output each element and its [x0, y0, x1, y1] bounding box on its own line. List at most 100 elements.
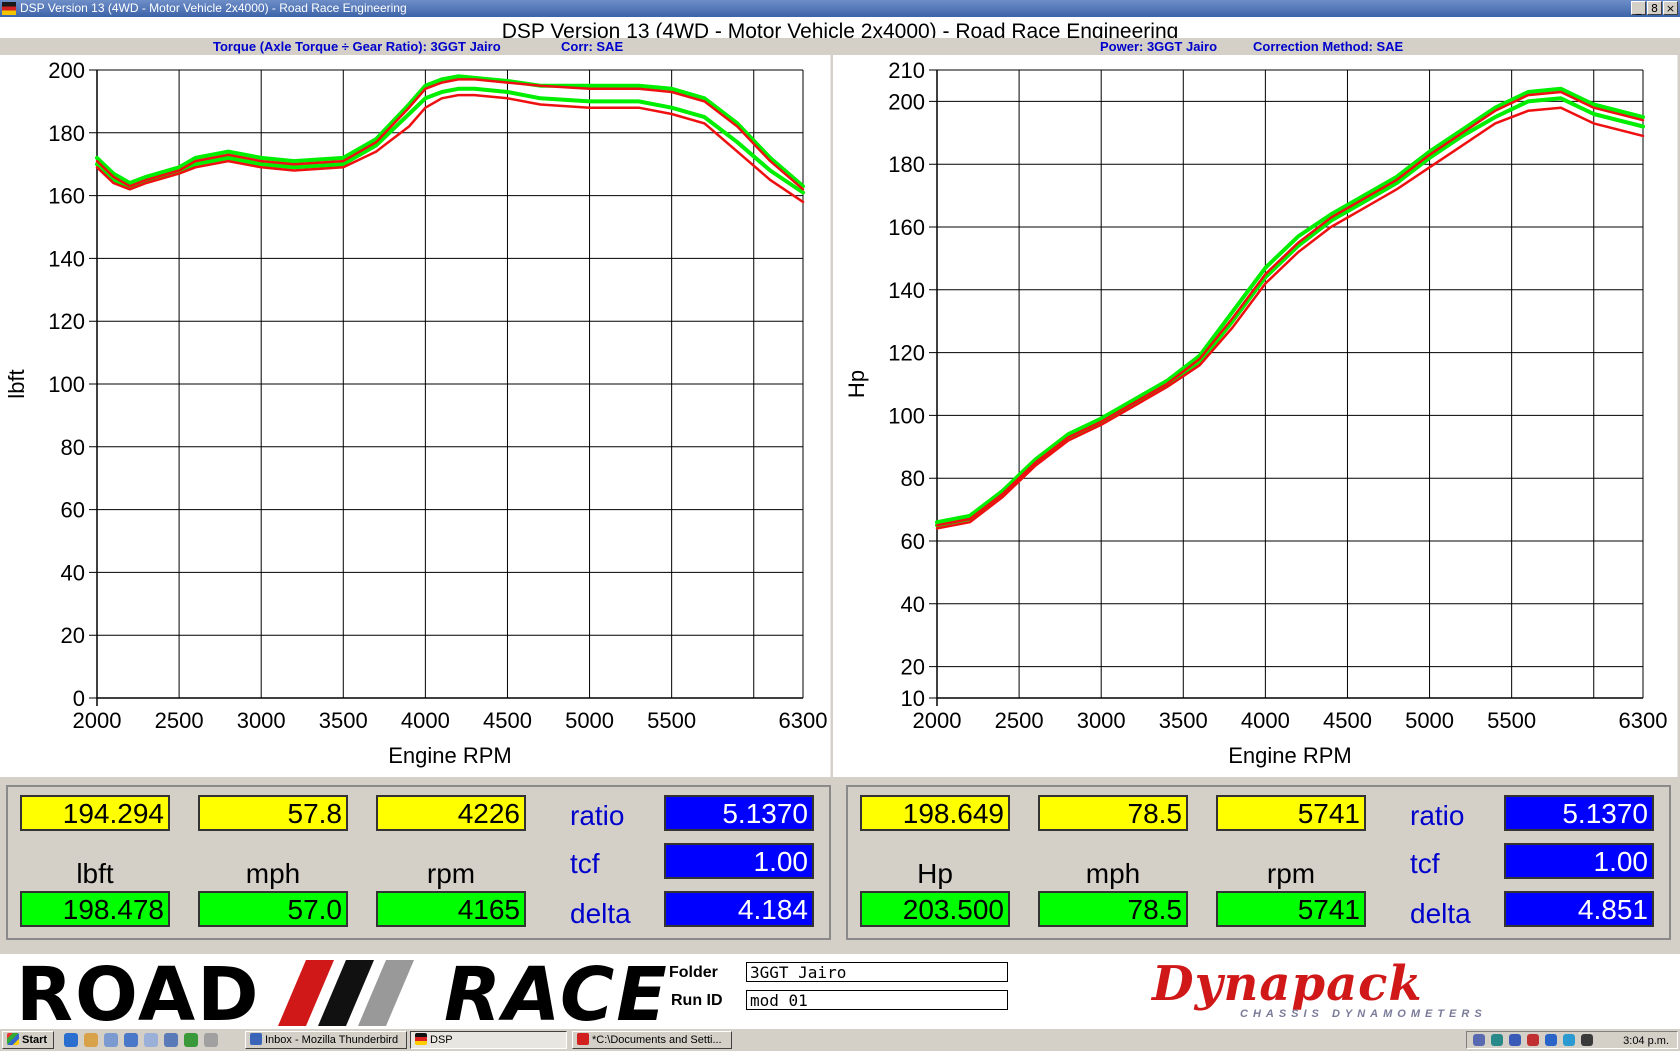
tcf-label: tcf — [570, 848, 600, 879]
delta-label: delta — [570, 898, 631, 929]
y-tick-label: 40 — [901, 592, 925, 617]
window-title-bar[interactable]: DSP Version 13 (4WD - Motor Vehicle 2x40… — [0, 0, 1680, 17]
yellow-value-2: 57.8 — [198, 795, 348, 831]
dynapack-logo: Dynapack — [1152, 956, 1423, 1012]
run-id-label: Run ID — [671, 992, 723, 1009]
y-tick-label: 10 — [901, 686, 925, 711]
y-tick-label: 40 — [61, 560, 85, 585]
y-tick-label: 200 — [48, 58, 85, 83]
run-id-field[interactable]: mod 01 — [746, 990, 1008, 1010]
series-line-red — [95, 78, 805, 191]
y-tick-label: 120 — [888, 341, 925, 366]
start-button[interactable]: Start — [2, 1031, 54, 1049]
y-tick-label: 200 — [888, 89, 925, 114]
ie-icon[interactable] — [64, 1033, 78, 1047]
taskbar-item-thunderbird[interactable]: Inbox - Mozilla Thunderbird — [245, 1031, 407, 1049]
window-title: DSP Version 13 (4WD - Motor Vehicle 2x40… — [20, 1, 407, 15]
x-tick-label: 2000 — [73, 708, 122, 733]
dynapack-subtitle: CHASSIS DYNAMOMETERS — [1240, 1008, 1487, 1020]
y-tick-label: 20 — [901, 655, 925, 680]
green-value-3: 4165 — [376, 891, 526, 927]
tray-icon[interactable] — [1509, 1034, 1521, 1046]
road-logo-text: ROAD — [16, 952, 261, 1038]
tcf-value: 1.00 — [664, 843, 814, 879]
close-button[interactable]: × — [1663, 1, 1678, 15]
y-tick-label: 20 — [61, 623, 85, 648]
data-series — [95, 74, 805, 204]
tray-icon[interactable] — [1581, 1034, 1593, 1046]
series-line-red — [95, 93, 805, 204]
quicklaunch-icon[interactable] — [84, 1033, 98, 1047]
yellow-value-1: 194.294 — [20, 795, 170, 831]
x-tick-label: 5000 — [565, 708, 614, 733]
quicklaunch-icon[interactable] — [124, 1033, 138, 1047]
x-tick-label: 5000 — [1405, 708, 1454, 733]
x-tick-label: 4000 — [1241, 708, 1290, 733]
unit-label-1: Hp — [917, 858, 953, 889]
series-line-green — [95, 74, 805, 189]
green-value-1: 198.478 — [20, 891, 170, 927]
minimize-button[interactable]: _ — [1631, 1, 1646, 15]
quicklaunch-icon[interactable] — [164, 1033, 178, 1047]
dsp-icon — [415, 1033, 427, 1045]
taskbar-item-documents[interactable]: *C:\Documents and Setti... — [572, 1031, 732, 1049]
delta-value: 4.851 — [1504, 891, 1654, 927]
x-tick-label: 6300 — [1619, 708, 1668, 733]
quicklaunch-icon[interactable] — [104, 1033, 118, 1047]
yellow-value-3: 4226 — [376, 795, 526, 831]
y-tick-label: 100 — [48, 372, 85, 397]
x-tick-label: 2500 — [995, 708, 1044, 733]
x-tick-label: 4000 — [401, 708, 450, 733]
taskbar: Start Inbox - Mozilla Thunderbird DSP *C… — [0, 1028, 1680, 1051]
folder-field[interactable]: 3GGT Jairo — [746, 962, 1008, 982]
plot-background — [840, 55, 1680, 777]
series-line-green — [935, 86, 1645, 525]
y-tick-label: 60 — [901, 529, 925, 554]
tray-icon[interactable] — [1473, 1034, 1485, 1046]
y-axis-label: lbft — [4, 369, 29, 398]
x-tick-label: 5500 — [1487, 708, 1536, 733]
y-tick-label: 140 — [48, 246, 85, 271]
app-icon — [2, 2, 16, 15]
x-tick-label: 3500 — [319, 708, 368, 733]
y-tick-label: 60 — [61, 498, 85, 523]
power-correction: Correction Method: SAE — [1253, 39, 1404, 54]
restore-button[interactable]: 8 — [1647, 1, 1662, 15]
x-tick-label: 4500 — [1323, 708, 1372, 733]
branding-footer: ROAD RACE Folder 3GGT Jairo Run ID mod 0… — [0, 952, 1680, 1038]
x-tick-label: 3500 — [1159, 708, 1208, 733]
y-tick-label: 120 — [48, 309, 85, 334]
document-icon — [577, 1033, 589, 1045]
unit-label-3: rpm — [426, 858, 476, 889]
ratio-label: ratio — [570, 800, 625, 831]
taskbar-item-label: *C:\Documents and Setti... — [592, 1034, 722, 1046]
ratio-label: ratio — [1410, 800, 1465, 831]
torque-readout-panel: 194.294 57.8 4226 lbft mph rpm 198.478 5… — [6, 785, 831, 940]
quicklaunch-icon[interactable] — [204, 1033, 218, 1047]
y-tick-label: 80 — [61, 435, 85, 460]
taskbar-item-dsp[interactable]: DSP — [410, 1031, 567, 1049]
x-tick-label: 6300 — [779, 708, 828, 733]
power-readout-panel: 198.649 78.5 5741 Hp mph rpm 203.500 78.… — [846, 785, 1671, 940]
tray-icon[interactable] — [1545, 1034, 1557, 1046]
y-axis-label: Hp — [844, 370, 869, 398]
tray-icon[interactable] — [1563, 1034, 1575, 1046]
tray-icon[interactable] — [1491, 1034, 1503, 1046]
tcf-value: 1.00 — [1504, 843, 1654, 879]
series-line-red — [935, 106, 1645, 530]
quicklaunch-icon[interactable] — [144, 1033, 158, 1047]
delta-label: delta — [1410, 898, 1471, 929]
tray-icon[interactable] — [1527, 1034, 1539, 1046]
quicklaunch-icon[interactable] — [184, 1033, 198, 1047]
x-tick-label: 3000 — [237, 708, 286, 733]
x-tick-label: 5500 — [647, 708, 696, 733]
taskbar-item-label: Inbox - Mozilla Thunderbird — [265, 1034, 399, 1046]
road-race-stripes-logo — [278, 960, 414, 1026]
unit-label-3: rpm — [1266, 858, 1316, 889]
y-tick-label: 100 — [888, 403, 925, 428]
x-tick-label: 2500 — [155, 708, 204, 733]
plot-background — [0, 55, 833, 777]
system-tray: 3:04 p.m. — [1466, 1031, 1678, 1049]
x-axis-label: Engine RPM — [388, 743, 512, 768]
data-series — [935, 86, 1645, 530]
